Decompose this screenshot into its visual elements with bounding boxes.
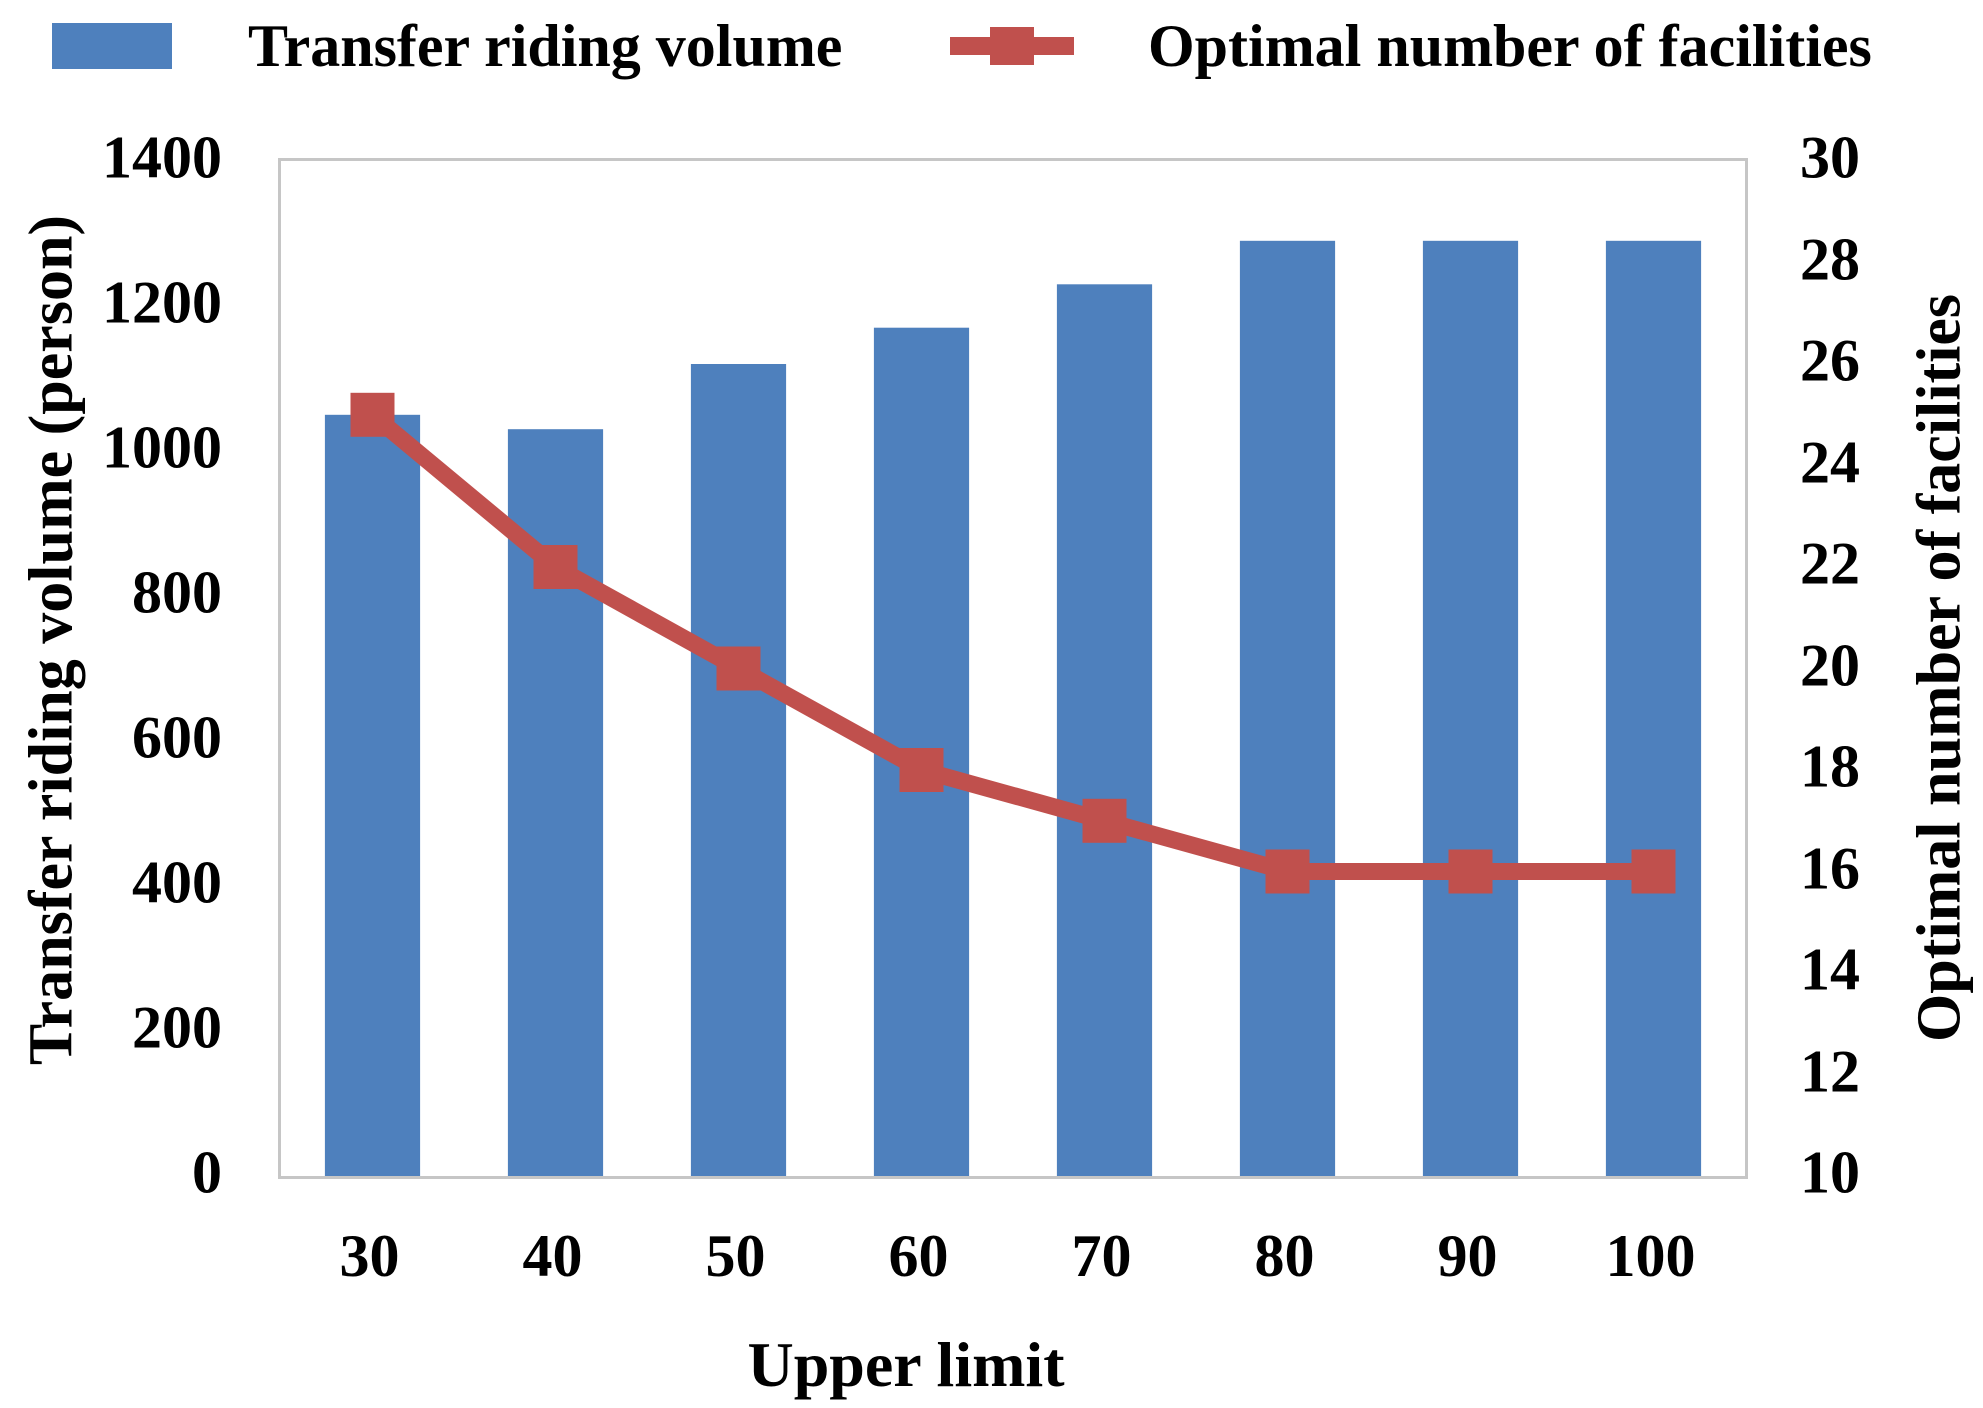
- x-tick-label: 60: [888, 1223, 949, 1289]
- line-marker-square: [1448, 849, 1493, 894]
- bar-transfer-riding-volume: [1605, 240, 1702, 1176]
- line-marker-square: [350, 392, 395, 437]
- bar-transfer-riding-volume: [1422, 240, 1519, 1176]
- right-tick-label: 14: [1800, 936, 1860, 1003]
- bar-transfer-riding-volume: [1056, 284, 1153, 1176]
- right-tick-label: 16: [1800, 835, 1860, 901]
- left-axis-tick-labels: 1400 1200 1000 800 600 400 200 0: [0, 125, 222, 1206]
- right-tick-label: 10: [1800, 1139, 1860, 1206]
- bar-series-swatch-icon: [52, 23, 172, 69]
- legend-square-marker: [990, 27, 1034, 65]
- bar-transfer-riding-volume: [324, 414, 421, 1176]
- line-marker-square: [716, 646, 761, 691]
- left-tick-label: 1000: [102, 414, 222, 481]
- left-tick-label: 800: [132, 559, 222, 626]
- x-tick-label: 90: [1437, 1223, 1498, 1289]
- line-series-marker-icon: [950, 23, 1074, 69]
- x-tick-label: 80: [1254, 1223, 1315, 1289]
- left-tick-label: 0: [192, 1139, 222, 1206]
- line-marker-square: [1631, 849, 1676, 894]
- line-marker-square: [1082, 798, 1127, 843]
- right-tick-label: 24: [1800, 429, 1860, 495]
- right-tick-label: 30: [1800, 124, 1860, 191]
- legend-label-optimal-number-of-facilities: Optimal number of facilities: [1148, 13, 1872, 79]
- x-tick-label: 100: [1605, 1223, 1696, 1289]
- line-marker-square: [899, 748, 944, 792]
- right-tick-label: 22: [1800, 530, 1860, 597]
- right-tick-label: 18: [1800, 733, 1860, 800]
- left-tick-label: 600: [132, 704, 222, 771]
- x-tick-label: 40: [522, 1223, 583, 1289]
- left-tick-label: 200: [132, 994, 222, 1061]
- left-tick-label: 1200: [102, 269, 222, 336]
- bar-transfer-riding-volume: [690, 364, 787, 1176]
- right-tick-label: 26: [1800, 327, 1860, 394]
- right-tick-label: 12: [1800, 1038, 1860, 1104]
- x-tick-label: 70: [1071, 1223, 1132, 1289]
- x-tick-label: 50: [705, 1223, 766, 1289]
- plot-area: [278, 158, 1748, 1179]
- right-tick-label: 20: [1800, 632, 1860, 698]
- bar-transfer-riding-volume: [1239, 240, 1336, 1176]
- x-axis-tick-labels: 30 40 50 60 70 80 90 100: [278, 1222, 1742, 1302]
- right-axis-tick-labels: 30 28 26 24 22 20 18 16 14 12 10: [1800, 125, 1980, 1206]
- left-tick-label: 400: [132, 849, 222, 916]
- line-optimal-number-of-facilities: [367, 408, 1654, 880]
- left-tick-label: 1400: [102, 124, 222, 191]
- x-axis-title: Upper limit: [747, 1329, 1065, 1400]
- right-tick-label: 28: [1800, 226, 1860, 292]
- line-marker-square: [533, 545, 578, 589]
- x-tick-label: 30: [339, 1223, 400, 1289]
- legend-label-transfer-riding-volume: Transfer riding volume: [248, 13, 843, 79]
- plot-area-svg: [324, 240, 1702, 1176]
- line-marker-square: [1265, 849, 1310, 894]
